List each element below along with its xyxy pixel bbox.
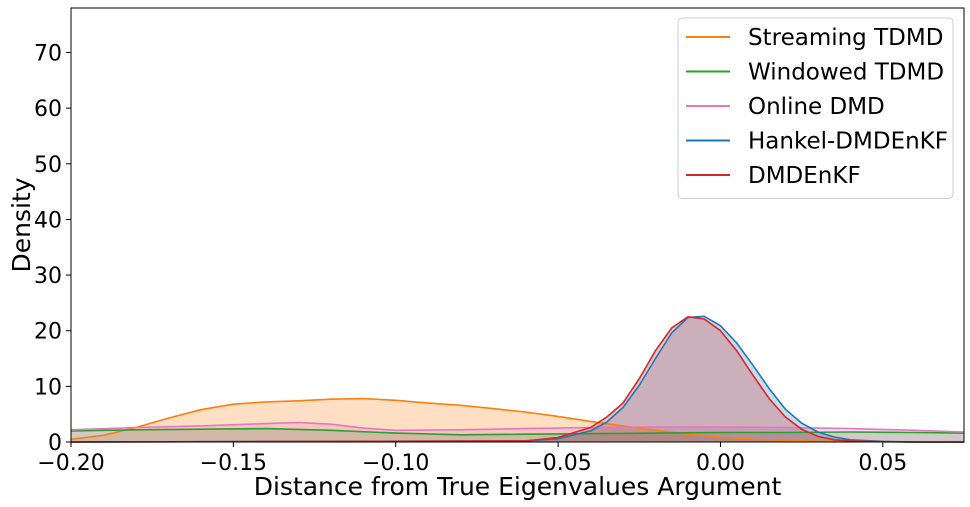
area-dmdenkf: [71, 316, 964, 442]
density-lines: [70, 315, 965, 443]
legend-label: Online DMD: [748, 94, 885, 120]
density-fills: [71, 316, 964, 442]
x-tick-label: −0.10: [362, 451, 429, 476]
line-streaming-tdmd: [70, 397, 964, 443]
line-windowed-tdmd: [70, 427, 965, 436]
y-tick-label: 30: [34, 264, 62, 289]
line-online-dmd: [70, 421, 965, 433]
legend-label: Hankel-DMDEnKF: [748, 129, 948, 155]
y-tick-label: 10: [34, 375, 62, 400]
x-tick-label: −0.20: [37, 451, 104, 476]
area-hankel-dmdenkf: [71, 316, 964, 442]
y-tick-label: 0: [48, 431, 62, 456]
y-axis-ticks: 0 10 20 30 40 50 60 70: [34, 42, 71, 456]
y-tick-label: 20: [34, 320, 62, 345]
y-tick-label: 50: [34, 153, 62, 178]
legend-label: DMDEnKF: [748, 163, 861, 189]
x-tick-label: 0.00: [696, 451, 745, 476]
legend: Streaming TDMD Windowed TDMD Online DMD Han…: [677, 17, 954, 199]
line-dmdenkf: [70, 315, 964, 443]
x-axis-label: Distance from True Eigenvalues Argument: [254, 472, 782, 501]
plot-frame: [70, 7, 965, 443]
x-tick-label: −0.15: [200, 451, 267, 476]
legend-box: [677, 17, 954, 199]
y-tick-label: 70: [34, 42, 62, 67]
y-axis-label: Density: [7, 177, 36, 272]
area-streaming-tdmd: [71, 398, 964, 442]
legend-label: Streaming TDMD: [748, 25, 943, 51]
line-hankel-dmdenkf: [70, 315, 964, 443]
x-tick-label: −0.05: [524, 451, 591, 476]
legend-label: Windowed TDMD: [748, 60, 944, 86]
y-tick-label: 60: [34, 97, 62, 122]
y-tick-label: 40: [34, 208, 62, 233]
x-tick-label: 0.05: [858, 451, 907, 476]
x-axis-ticks: −0.20 −0.15 −0.10 −0.05 0.00 0.05: [37, 442, 907, 476]
